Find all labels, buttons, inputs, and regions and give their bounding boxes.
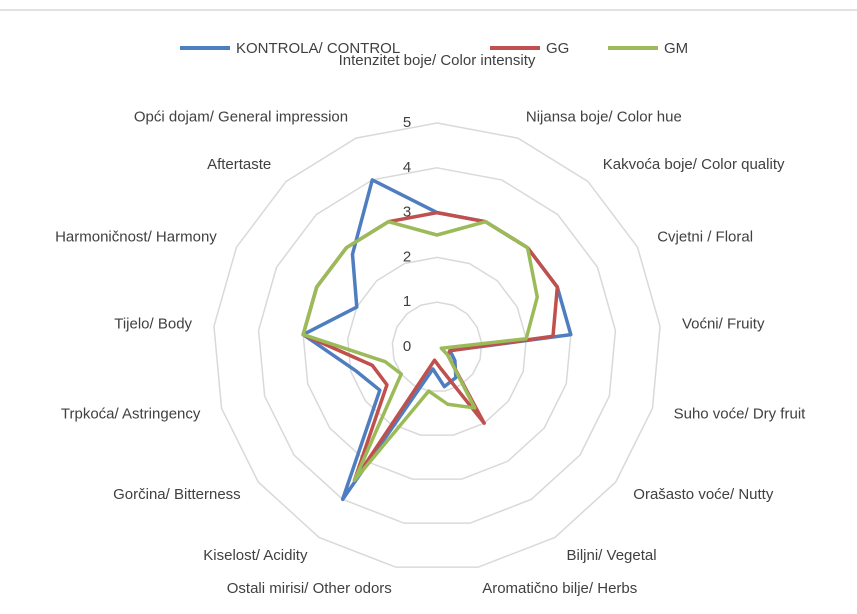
category-label: Intenzitet boje/ Color intensity xyxy=(339,52,536,69)
grid-ring xyxy=(391,301,483,392)
y-tick-label: 1 xyxy=(403,293,411,310)
category-label: Harmoničnost/ Harmony xyxy=(55,228,217,245)
legend-label: KONTROLA/ CONTROL xyxy=(236,40,400,57)
y-tick-label: 4 xyxy=(403,159,411,176)
y-tick-label: 5 xyxy=(403,114,411,131)
y-tick-label: 0 xyxy=(403,338,411,355)
category-label: Suho voće/ Dry fruit xyxy=(674,405,807,422)
legend-label: GG xyxy=(546,40,569,57)
category-label: Aromatično bilje/ Herbs xyxy=(482,580,637,597)
category-label: Voćni/ Fruity xyxy=(682,315,765,332)
category-label: Opći dojam/ General impression xyxy=(134,109,348,126)
y-tick-label: 3 xyxy=(403,204,411,221)
category-label: Nijansa boje/ Color hue xyxy=(526,109,682,126)
legend-label: GM xyxy=(664,40,688,57)
y-tick-label: 2 xyxy=(403,248,411,265)
series-line xyxy=(301,219,540,483)
category-label: Biljni/ Vegetal xyxy=(567,547,657,564)
grid-ring xyxy=(347,256,527,436)
category-label: Trpkoća/ Astringency xyxy=(61,405,201,422)
category-label: Kiselost/ Acidity xyxy=(203,547,308,564)
grid-ring xyxy=(257,167,617,524)
category-label: Tijelo/ Body xyxy=(114,315,192,332)
category-label: Ostali mirisi/ Other odors xyxy=(227,580,392,597)
category-label: Aftertaste xyxy=(207,156,271,173)
category-label: Orašasto voće/ Nutty xyxy=(633,486,774,503)
category-label: Kakvoća boje/ Color quality xyxy=(603,156,785,173)
category-label: Gorčina/ Bitterness xyxy=(113,486,241,503)
category-label: Cvjetni / Floral xyxy=(657,228,753,245)
grid-ring xyxy=(213,122,661,568)
